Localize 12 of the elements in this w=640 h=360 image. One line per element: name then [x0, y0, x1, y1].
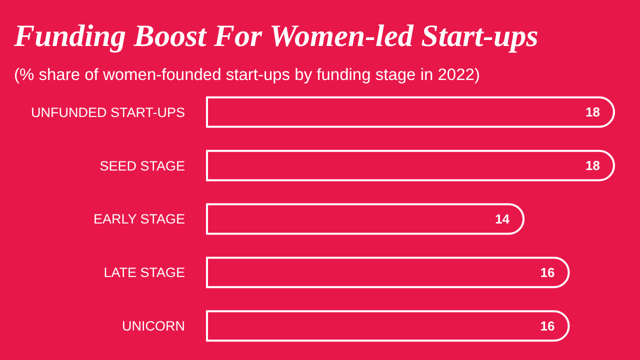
chart-subtitle: (% share of women-founded start-ups by funding stage in 2022): [14, 66, 480, 84]
y-tick-label: UNFUNDED START-UPS: [30, 104, 185, 120]
data-label: 16: [540, 265, 555, 280]
data-label: 14: [495, 212, 510, 227]
y-tick-label: LATE STAGE: [104, 265, 185, 280]
y-tick-label: EARLY STAGE: [93, 212, 185, 227]
data-label: 16: [540, 318, 555, 334]
data-label: 18: [586, 158, 600, 174]
data-label: 18: [586, 104, 600, 120]
chart-title: Funding Boost For Women-led Start-ups: [13, 18, 538, 53]
y-tick-label: UNICORN: [122, 318, 185, 334]
y-tick-label: SEED STAGE: [100, 158, 185, 174]
